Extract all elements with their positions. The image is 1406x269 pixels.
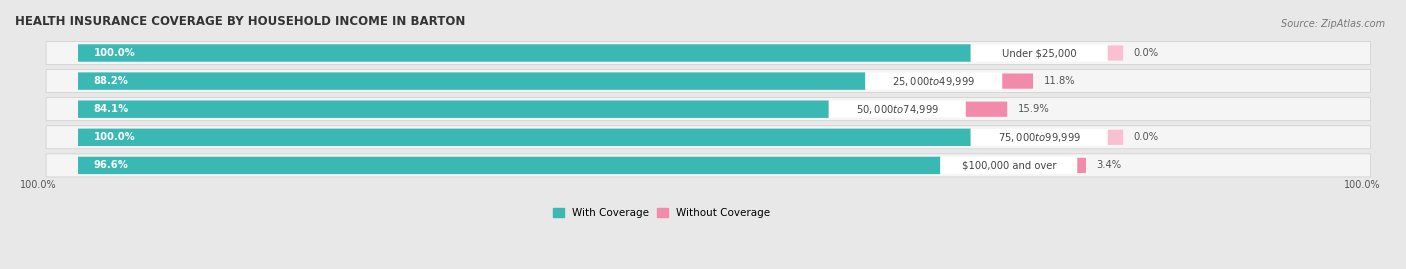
Text: Source: ZipAtlas.com: Source: ZipAtlas.com bbox=[1281, 19, 1385, 29]
FancyBboxPatch shape bbox=[966, 102, 1007, 117]
FancyBboxPatch shape bbox=[828, 101, 966, 118]
FancyBboxPatch shape bbox=[46, 154, 1371, 177]
Text: $25,000 to $49,999: $25,000 to $49,999 bbox=[893, 75, 976, 88]
FancyBboxPatch shape bbox=[46, 98, 1371, 121]
FancyBboxPatch shape bbox=[1108, 45, 1123, 61]
FancyBboxPatch shape bbox=[1002, 73, 1033, 89]
FancyBboxPatch shape bbox=[77, 129, 972, 146]
FancyBboxPatch shape bbox=[46, 41, 1371, 65]
Text: 100.0%: 100.0% bbox=[1344, 179, 1381, 189]
FancyBboxPatch shape bbox=[77, 101, 830, 118]
Text: HEALTH INSURANCE COVERAGE BY HOUSEHOLD INCOME IN BARTON: HEALTH INSURANCE COVERAGE BY HOUSEHOLD I… bbox=[15, 15, 465, 28]
Text: $100,000 and over: $100,000 and over bbox=[962, 160, 1056, 170]
FancyBboxPatch shape bbox=[77, 44, 972, 62]
Text: 100.0%: 100.0% bbox=[20, 179, 56, 189]
Text: Under $25,000: Under $25,000 bbox=[1002, 48, 1077, 58]
FancyBboxPatch shape bbox=[865, 73, 1002, 90]
FancyBboxPatch shape bbox=[1108, 130, 1123, 145]
Text: 15.9%: 15.9% bbox=[1018, 104, 1049, 114]
Legend: With Coverage, Without Coverage: With Coverage, Without Coverage bbox=[550, 204, 775, 222]
FancyBboxPatch shape bbox=[1077, 158, 1085, 173]
FancyBboxPatch shape bbox=[970, 45, 1108, 61]
FancyBboxPatch shape bbox=[77, 157, 941, 174]
FancyBboxPatch shape bbox=[970, 129, 1108, 146]
Text: 84.1%: 84.1% bbox=[94, 104, 129, 114]
Text: 3.4%: 3.4% bbox=[1097, 160, 1122, 170]
Text: 88.2%: 88.2% bbox=[94, 76, 129, 86]
Text: 96.6%: 96.6% bbox=[94, 160, 129, 170]
Text: 0.0%: 0.0% bbox=[1133, 48, 1159, 58]
Text: 100.0%: 100.0% bbox=[94, 48, 135, 58]
FancyBboxPatch shape bbox=[46, 70, 1371, 93]
FancyBboxPatch shape bbox=[77, 72, 866, 90]
Text: 11.8%: 11.8% bbox=[1043, 76, 1076, 86]
Text: $50,000 to $74,999: $50,000 to $74,999 bbox=[855, 103, 939, 116]
FancyBboxPatch shape bbox=[46, 126, 1371, 149]
Text: 100.0%: 100.0% bbox=[94, 132, 135, 142]
FancyBboxPatch shape bbox=[941, 157, 1077, 174]
Text: $75,000 to $99,999: $75,000 to $99,999 bbox=[997, 131, 1081, 144]
Text: 0.0%: 0.0% bbox=[1133, 132, 1159, 142]
